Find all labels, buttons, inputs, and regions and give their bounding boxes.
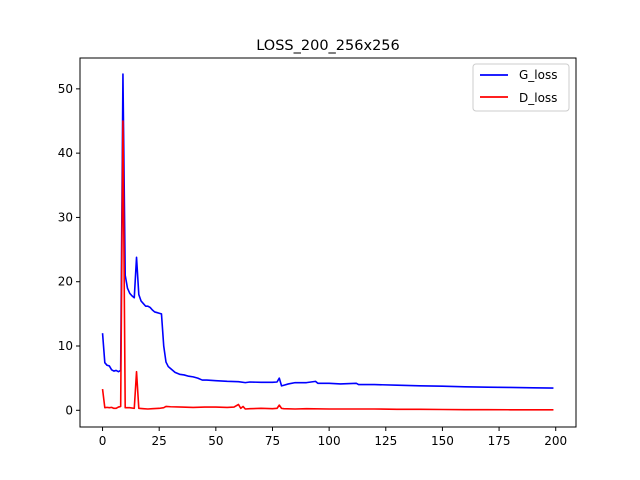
series-line-d-loss	[101, 120, 554, 411]
y-tick-label: 10	[58, 339, 73, 353]
x-axis: 0 25 50 75 100 125 150 175 200	[99, 427, 567, 448]
y-tick-label: 50	[58, 82, 73, 96]
x-tick-label: 75	[265, 434, 280, 448]
series-line-g-loss	[101, 73, 554, 389]
x-tick-label: 125	[374, 434, 397, 448]
chart-title: LOSS_200_256x256	[256, 38, 400, 54]
series-layer	[101, 73, 554, 411]
y-axis: 0 10 20 30 40 50	[58, 82, 80, 417]
x-tick-label: 0	[99, 434, 107, 448]
x-tick-label: 200	[544, 434, 567, 448]
legend: G_loss D_loss	[472, 63, 570, 112]
legend-label-g-loss: G_loss	[519, 68, 557, 82]
legend-label-d-loss: D_loss	[519, 91, 557, 105]
plot-background	[80, 58, 576, 427]
plot-frame	[79, 57, 577, 428]
x-tick-label: 25	[152, 434, 167, 448]
y-tick-label: 0	[65, 403, 73, 417]
x-tick-label: 175	[488, 434, 511, 448]
y-tick-label: 30	[58, 210, 73, 224]
y-tick-label: 40	[58, 146, 73, 160]
x-tick-label: 100	[318, 434, 341, 448]
y-tick-label: 20	[58, 275, 73, 289]
x-tick-label: 150	[431, 434, 454, 448]
x-tick-label: 50	[208, 434, 223, 448]
